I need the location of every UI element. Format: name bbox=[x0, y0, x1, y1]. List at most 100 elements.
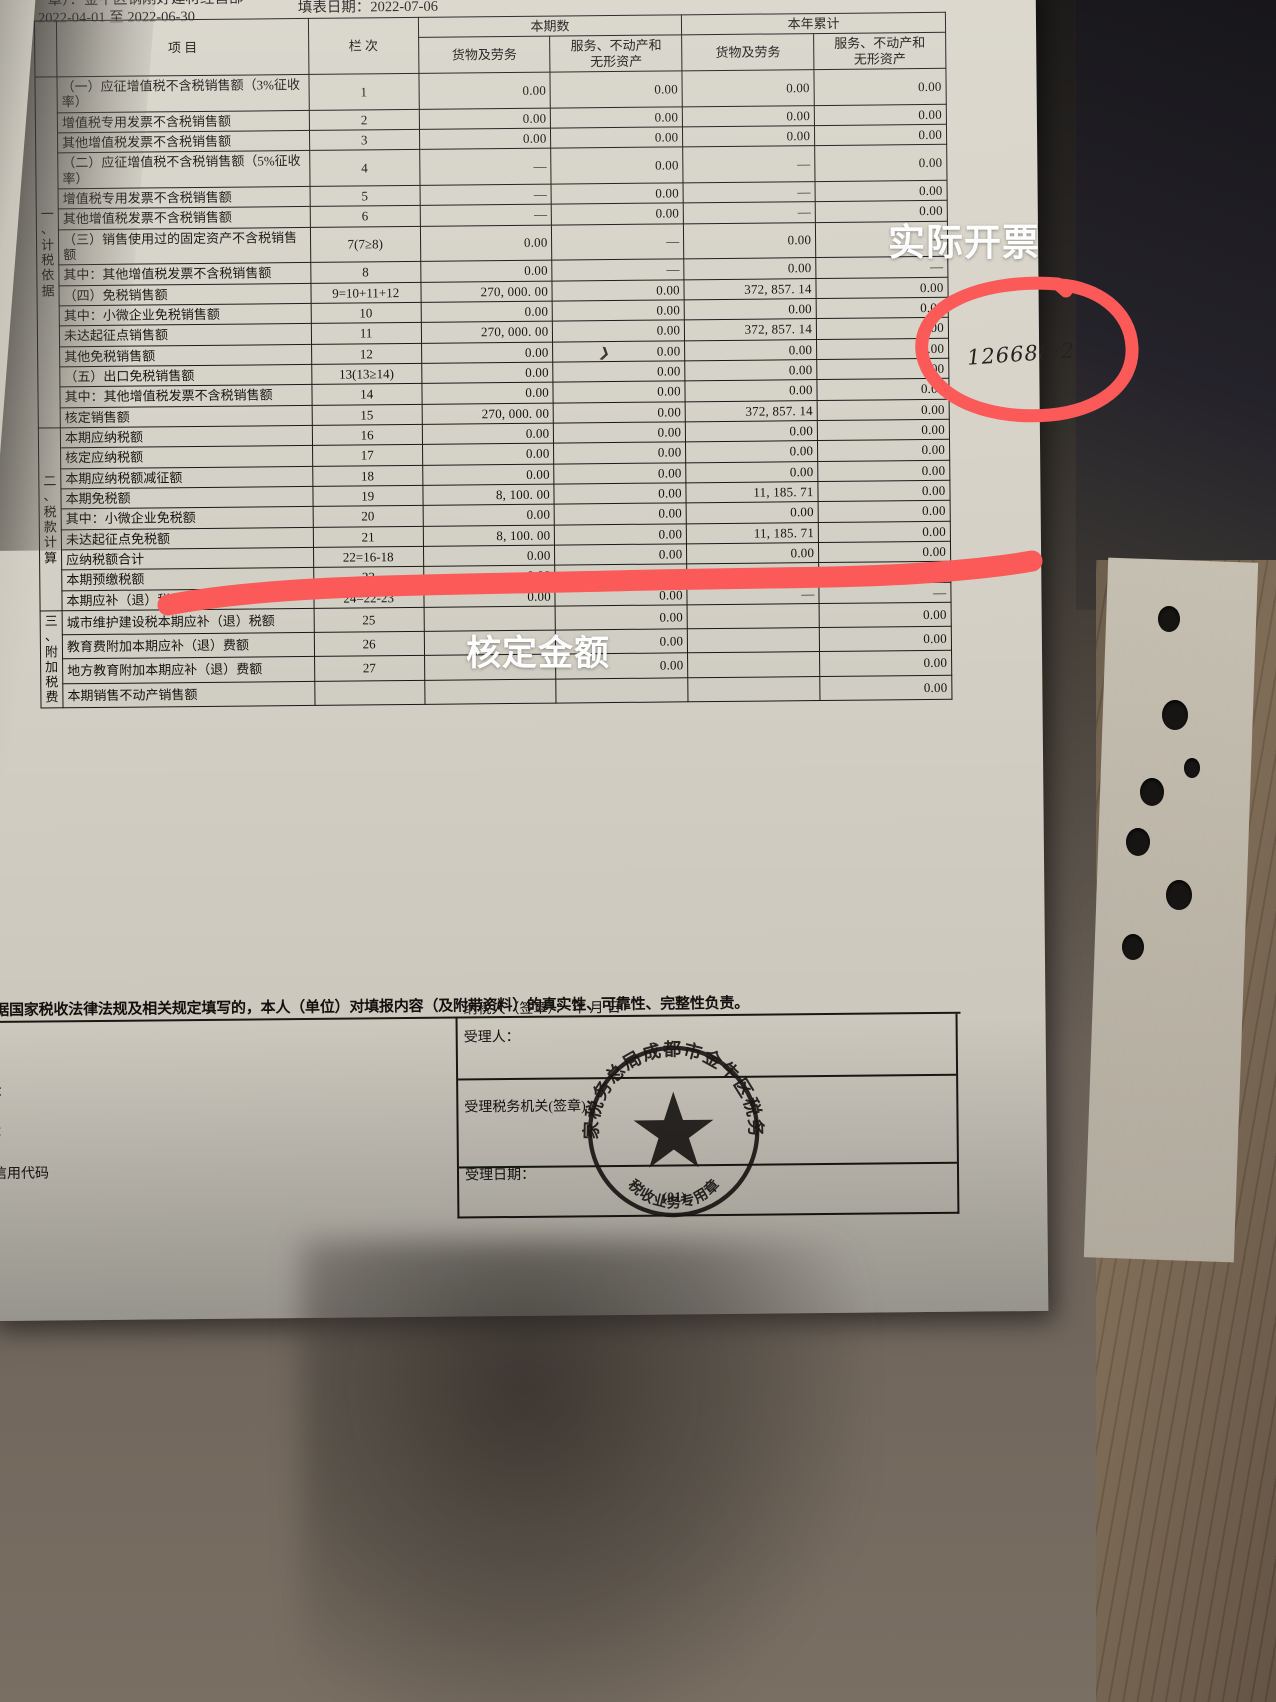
punch-hole bbox=[1126, 828, 1150, 856]
cell-current-goods: 270, 000. 00 bbox=[420, 321, 553, 343]
cell-ytd-goods: 0.00 bbox=[684, 257, 817, 280]
cell-ytd-goods: 0.00 bbox=[685, 420, 818, 443]
cell-ytd-goods: 0.00 bbox=[685, 461, 818, 483]
cell-ytd-goods bbox=[687, 603, 820, 629]
table-body: 一、计税依据（一）应征增值税不含税销售额（3%征收率） 1 0.00 0.00 0.00… bbox=[34, 68, 952, 708]
row-item-label: 未达起征点免税额 bbox=[61, 526, 314, 550]
row-line-number: 17 bbox=[312, 444, 423, 466]
row-line-number: 12 bbox=[311, 342, 422, 365]
cell-ytd-service: — bbox=[818, 581, 952, 604]
cell-ytd-goods: 372, 857. 14 bbox=[685, 400, 818, 422]
row-item-label: 其中：其他增值税发票不含税销售额 bbox=[59, 384, 312, 408]
row-line-number bbox=[314, 679, 425, 706]
cell-ytd-goods: 372, 857. 14 bbox=[684, 278, 817, 300]
left-field-credit-id: 社会信用代码 bbox=[0, 1166, 50, 1183]
cell-current-goods: — bbox=[419, 148, 552, 186]
cell-current-service: 0.00 bbox=[554, 523, 687, 545]
row-item-label: 其他增值税发票不含税销售额 bbox=[57, 130, 310, 154]
cell-current-service: 0.00 bbox=[552, 279, 685, 302]
cell-current-service: 0.00 bbox=[553, 360, 686, 383]
cell-ytd-goods: 0.00 bbox=[683, 222, 816, 260]
annotation-label-actual-invoice: 实际开票 bbox=[888, 222, 1040, 263]
cell-current-goods: 0.00 bbox=[421, 341, 554, 364]
cell-ytd-goods: 11, 185. 71 bbox=[686, 522, 819, 544]
cell-current-goods: 0.00 bbox=[422, 504, 555, 526]
cell-current-service: 0.00 bbox=[551, 182, 684, 205]
punch-hole bbox=[1140, 778, 1164, 806]
row-line-number: 5 bbox=[309, 185, 420, 207]
cell-current-service: 0.00 bbox=[553, 442, 686, 464]
row-line-number: 18 bbox=[312, 464, 423, 487]
cell-current-goods: 0.00 bbox=[420, 301, 553, 323]
row-item-label: 本期应纳税额 bbox=[60, 425, 313, 449]
cell-current-service: 0.00 bbox=[552, 320, 685, 342]
cell-ytd-service: 0.00 bbox=[818, 500, 951, 523]
cell-current-service: 0.00 bbox=[555, 564, 688, 586]
cell-ytd-service: 0.00 bbox=[815, 180, 948, 202]
row-item-label: 本期销售不动产销售额 bbox=[62, 680, 315, 708]
cell-current-goods: 0.00 bbox=[421, 422, 554, 445]
cell-current-goods: 0.00 bbox=[422, 463, 555, 486]
cell-ytd-goods: 0.00 bbox=[685, 440, 818, 463]
section-label-2: 二、税款计算 bbox=[38, 427, 63, 611]
section-label-3: 三、附加税费 bbox=[40, 610, 64, 708]
cell-ytd-service: 0.00 bbox=[819, 626, 952, 652]
table-head: 项 目 栏 次 本期数 本年累计 货物及劳务 服务、不动产和 无形资产 货物及劳务… bbox=[34, 12, 946, 78]
col-group-ytd: 本年累计 bbox=[681, 12, 946, 36]
row-line-number: 6 bbox=[309, 205, 421, 228]
cell-ytd-goods: 0.00 bbox=[686, 501, 819, 524]
cell-current-service bbox=[556, 677, 689, 703]
row-item-label: 核定销售额 bbox=[60, 404, 312, 428]
row-line-number: 7(7≥8) bbox=[310, 225, 421, 263]
cell-ytd-service: — bbox=[818, 561, 951, 584]
cell-current-service: 0.00 bbox=[550, 106, 683, 129]
row-line-number: 22=16-18 bbox=[313, 546, 424, 568]
cell-current-service: 0.00 bbox=[553, 401, 686, 423]
row-item-label: 增值税专用发票不含税销售额 bbox=[57, 110, 310, 133]
row-line-number: 10 bbox=[310, 302, 421, 324]
cell-ytd-goods bbox=[688, 676, 821, 702]
dark-corner bbox=[1076, 0, 1276, 610]
header-fill-date: 填表日期：2022-07-06 bbox=[297, 0, 439, 17]
cell-ytd-service: 0.00 bbox=[814, 124, 947, 146]
cell-current-service: 0.00 bbox=[554, 503, 687, 525]
punch-hole bbox=[1166, 880, 1192, 910]
cell-current-goods: 0.00 bbox=[418, 72, 551, 110]
row-line-number: 11 bbox=[311, 322, 422, 344]
row-item-label: 本期应补（退）税额 bbox=[61, 587, 314, 611]
cell-ytd-goods: 0.00 bbox=[684, 339, 817, 361]
cell-ytd-service: 0.00 bbox=[816, 358, 949, 380]
row-item-label: 其中：小微企业免税销售额 bbox=[59, 303, 312, 327]
cell-current-goods: 0.00 bbox=[418, 107, 551, 130]
cell-current-service: 0.00 bbox=[550, 126, 683, 149]
row-line-number: 24=22-23 bbox=[313, 586, 424, 609]
cell-current-service: 0.00 bbox=[554, 543, 687, 566]
annotation-label-assessed-amount: 核定金额 bbox=[466, 634, 611, 673]
row-item-label: 应纳税额合计 bbox=[61, 547, 314, 571]
cell-current-service: 0.00 bbox=[552, 299, 685, 322]
row-line-number: 14 bbox=[311, 383, 422, 405]
row-item-label: 本期预缴税额 bbox=[61, 567, 314, 591]
row-line-number: 3 bbox=[309, 129, 420, 151]
row-item-label: 其中：小微企业免税额 bbox=[61, 506, 313, 530]
acceptor-label: 受理人： bbox=[463, 1029, 520, 1046]
row-line-number: 21 bbox=[312, 525, 424, 548]
left-field-table: table： bbox=[0, 1124, 10, 1141]
row-line-number: 25 bbox=[313, 607, 424, 633]
col-header-item: 项 目 bbox=[56, 18, 309, 77]
row-item-label: 教育费附加本期应补（退）费额 bbox=[62, 632, 315, 660]
cell-ytd-goods: — bbox=[683, 181, 816, 204]
cell-ytd-service: 0.00 bbox=[816, 276, 949, 299]
row-line-number: 8 bbox=[310, 261, 421, 284]
cell-ytd-service: 0.00 bbox=[814, 68, 947, 106]
cell-ytd-goods: 0.00 bbox=[685, 379, 818, 402]
cell-current-goods: 0.00 bbox=[422, 443, 555, 465]
cell-ytd-service: 0.00 bbox=[819, 650, 952, 677]
cell-ytd-service: 0.00 bbox=[818, 520, 951, 543]
cell-ytd-goods: 0.00 bbox=[682, 125, 815, 148]
cell-current-goods: 0.00 bbox=[423, 565, 556, 587]
row-line-number: 13(13≥14) bbox=[311, 363, 422, 385]
cell-ytd-goods: — bbox=[686, 562, 819, 585]
cell-current-goods: 8, 100. 00 bbox=[422, 483, 555, 506]
cell-current-goods: 270, 000. 00 bbox=[420, 280, 553, 303]
